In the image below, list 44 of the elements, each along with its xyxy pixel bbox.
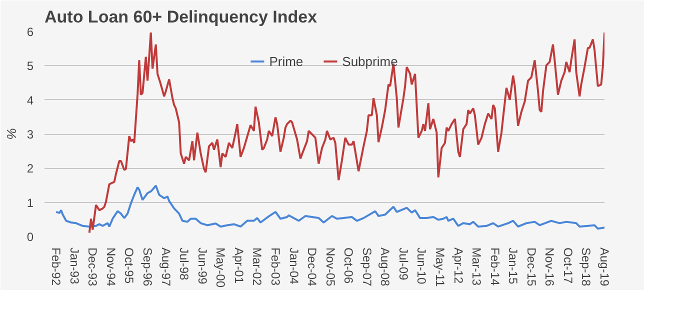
x-tick-label: Oct-95 — [122, 248, 136, 284]
x-tick-label: Feb-14 — [488, 248, 502, 286]
chart-title: Auto Loan 60+ Delinquency Index — [44, 8, 318, 26]
x-tick-label: May-00 — [214, 248, 228, 288]
y-tick-label: 4 — [26, 93, 34, 108]
x-tick-label: Nov-16 — [542, 248, 557, 287]
x-tick-label: Oct-06 — [342, 248, 356, 284]
legend-label: Subprime — [342, 54, 398, 68]
y-tick-label: 6 — [26, 25, 34, 39]
x-tick-label: Nov-05 — [323, 248, 338, 287]
y-tick-label: 2 — [26, 162, 34, 176]
y-tick-label: 0 — [26, 230, 34, 244]
x-tick-label: Oct-17 — [560, 248, 575, 284]
y-tick-label: 1 — [26, 196, 34, 210]
x-tick-label: Sep-07 — [360, 248, 374, 287]
x-tick-label: Apr-12 — [451, 248, 466, 284]
x-tick-label: Aug-08 — [378, 248, 392, 287]
x-tick-label: Jul-98 — [177, 248, 192, 281]
x-tick-label: Jul-09 — [396, 248, 410, 281]
line-series — [88, 32, 604, 234]
x-tick-label: Feb-92 — [49, 248, 64, 286]
y-axis-title: % — [4, 128, 19, 140]
x-tick-label: Dec-04 — [305, 248, 320, 287]
line-series — [55, 184, 604, 230]
x-tick-label: Mar-13 — [470, 248, 484, 286]
x-tick-label: Jan-15 — [506, 248, 520, 285]
x-tick-label: May-11 — [432, 248, 447, 287]
y-tick-label: 5 — [26, 59, 34, 74]
x-tick-label: Jan-04 — [286, 248, 301, 285]
x-tick-label: Jun-99 — [195, 248, 210, 285]
x-tick-label: Apr-01 — [232, 248, 246, 284]
x-tick-label: Nov-94 — [104, 248, 118, 287]
x-tick-label: Aug-97 — [158, 248, 173, 287]
x-tick-label: Mar-02 — [250, 248, 264, 286]
x-tick-label: Dec-93 — [86, 248, 100, 287]
x-tick-label: Dec-15 — [524, 248, 538, 287]
x-tick-label: Sep-18 — [579, 248, 594, 287]
legend-label: Prime — [269, 54, 304, 68]
x-tick-label: Aug-19 — [598, 248, 612, 287]
x-tick-label: Jan-93 — [67, 248, 82, 285]
x-tick-label: Jun-10 — [414, 248, 429, 285]
x-tick-label: Sep-96 — [140, 248, 155, 287]
x-tick-label: Feb-03 — [268, 248, 282, 286]
y-tick-label: 3 — [26, 128, 34, 142]
